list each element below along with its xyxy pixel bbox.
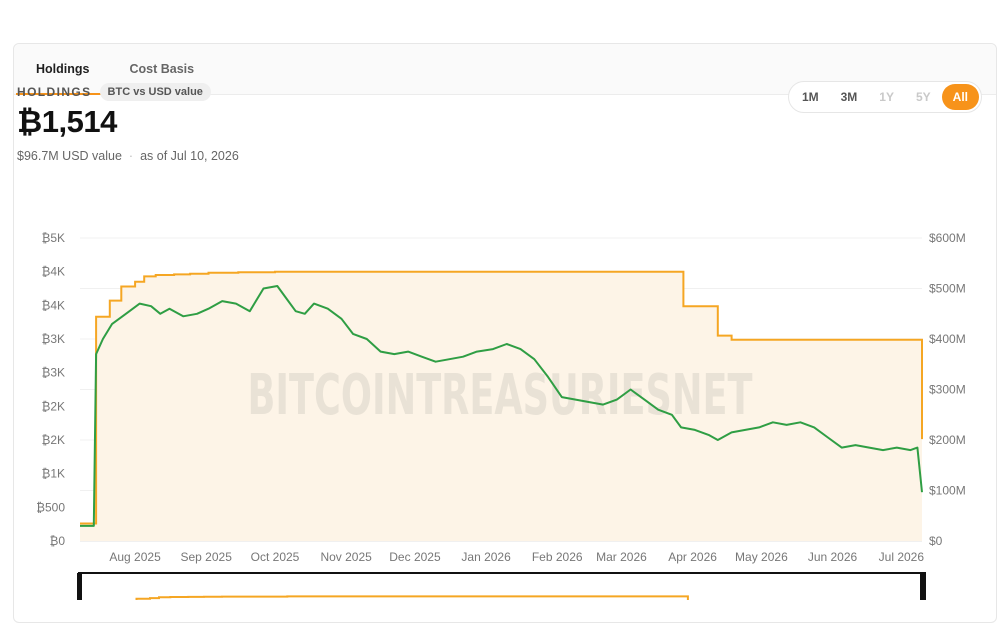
x-axis-tick: Oct 2025 — [251, 550, 300, 564]
tab-cost-basis[interactable]: Cost Basis — [129, 62, 195, 76]
x-axis-tick: Mar 2026 — [596, 550, 647, 564]
btc-holdings-area — [80, 271, 922, 541]
separator-dot: · — [128, 149, 134, 163]
right-axis-tick: $300M — [929, 383, 966, 397]
x-axis-tick: Sep 2025 — [180, 550, 232, 564]
left-axis-tick: ₿3K — [41, 332, 65, 346]
left-axis-tick: ₿5K — [41, 231, 65, 245]
tab-holdings[interactable]: Holdings — [16, 44, 110, 95]
time-range-selector: 1M 3M 1Y 5Y All — [787, 81, 982, 113]
range-1m-button[interactable]: 1M — [801, 90, 819, 104]
x-axis-tick: Jul 2026 — [879, 550, 925, 564]
left-axis-tick: ₿1K — [41, 467, 65, 481]
x-axis-tick: Jun 2026 — [808, 550, 858, 564]
range-1y-button: 1Y — [879, 90, 894, 104]
range-3m-button[interactable]: 3M — [840, 90, 858, 104]
btc-vs-usd-pill: BTC vs USD value — [99, 83, 211, 101]
btc-holdings-value: ₿1,514 — [17, 104, 117, 139]
x-axis-tick: Dec 2025 — [389, 550, 441, 564]
navigator-right-handle — [920, 573, 925, 600]
x-axis-tick: Nov 2025 — [320, 550, 372, 564]
x-axis-tick: May 2026 — [735, 550, 788, 564]
right-axis-tick: $0 — [929, 534, 943, 548]
x-axis-tick: Aug 2025 — [109, 550, 161, 564]
watermark: BITCOINTREASURIESNET — [248, 363, 753, 428]
left-axis-tick: ₿500 — [36, 500, 65, 514]
right-axis-tick: $500M — [929, 282, 966, 296]
x-axis-tick: Jan 2026 — [461, 550, 511, 564]
holdings-subtitle: $96.7M USD value · as of Jul 10, 2026 — [17, 149, 239, 163]
right-axis-tick: $400M — [929, 332, 966, 346]
btc-holdings-line — [80, 270, 923, 525]
holdings-heading: HOLDINGS BTC vs USD value — [17, 83, 211, 101]
left-axis-tick: ₿4K — [41, 265, 65, 279]
holdings-chart: $0 $100M $200M $300M $400M $500M $600M ₿0 ₿500 ₿1… — [36, 231, 966, 600]
left-axis-tick: ₿0 — [49, 534, 65, 548]
range-all-button[interactable]: All — [941, 84, 979, 110]
navigator-btc-line — [135, 595, 689, 600]
right-axis-tick: $200M — [929, 433, 966, 447]
usd-value-line — [80, 285, 923, 527]
left-axis-tick: ₿2K — [41, 399, 65, 413]
navigator-left-handle — [77, 573, 82, 600]
holdings-label: HOLDINGS — [17, 85, 92, 99]
as-of-date: as of Jul 10, 2026 — [140, 149, 239, 163]
right-axis-tick: $100M — [929, 484, 966, 498]
x-axis-tick: Apr 2026 — [668, 550, 717, 564]
usd-value: $96.7M USD value — [17, 149, 122, 163]
left-axis-tick: ₿3K — [41, 366, 65, 380]
left-axis-tick: ₿4K — [41, 298, 65, 312]
right-axis-tick: $600M — [929, 231, 966, 245]
left-axis-tick: ₿2K — [41, 433, 65, 447]
range-5y-button: 5Y — [915, 90, 931, 104]
x-axis-tick: Feb 2026 — [532, 550, 583, 564]
